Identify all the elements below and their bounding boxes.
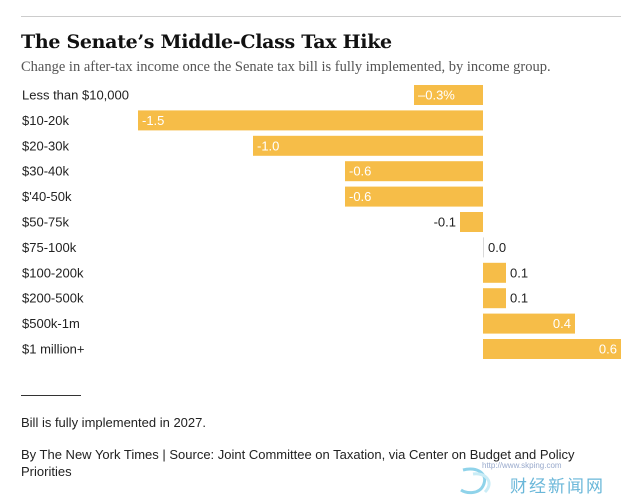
bar (483, 339, 621, 359)
bar (483, 237, 484, 258)
chart-title: The Senate’s Middle-Class Tax Hike (21, 31, 392, 53)
category-label: $10-20k (22, 113, 69, 128)
value-label: 0.0 (488, 240, 506, 255)
bar (483, 262, 506, 283)
watermark-url: http://www.skping.com (482, 461, 562, 470)
category-label: Less than $10,000 (22, 88, 129, 103)
chart-subtitle: Change in after-tax income once the Sena… (21, 59, 551, 75)
footnote: Bill is fully implemented in 2027. (21, 415, 206, 430)
bar-chart: Less than $10,000 –0.3% $10-20k -1.5 $20-30k… (22, 85, 621, 359)
bar (414, 85, 483, 105)
watermark-logo-icon (460, 467, 491, 495)
bar (345, 161, 483, 182)
category-label: $30-40k (22, 164, 69, 179)
bar (138, 110, 483, 131)
category-label: $75-100k (22, 240, 77, 255)
category-label: $20-30k (22, 138, 69, 153)
bar (460, 212, 483, 232)
value-label: 0.4 (553, 316, 571, 331)
value-label: -0.1 (434, 215, 456, 230)
value-label: 0.1 (510, 291, 528, 306)
top-rule (21, 16, 621, 17)
bar (345, 186, 483, 207)
category-label: $500k-1m (22, 316, 80, 331)
value-label: –0.3% (418, 88, 455, 103)
value-label: 0.1 (510, 265, 528, 280)
value-label: 0.6 (599, 342, 617, 357)
watermark-text: 财经新闻网 (510, 477, 605, 496)
value-label: -1.0 (257, 138, 279, 153)
value-label: -1.5 (142, 113, 164, 128)
value-label: -0.6 (349, 164, 371, 179)
bar (483, 288, 506, 309)
category-label: $200-500k (22, 291, 84, 306)
category-label: $100-200k (22, 265, 84, 280)
footer-rule (21, 395, 81, 396)
bar (483, 313, 575, 334)
category-label: $'40-50k (22, 189, 72, 204)
source-credit: By The New York Times | Source: Joint Co… (21, 447, 575, 479)
category-label: $1 million+ (22, 342, 85, 357)
category-label: $50-75k (22, 215, 69, 230)
bar (253, 135, 483, 156)
value-label: -0.6 (349, 189, 371, 204)
